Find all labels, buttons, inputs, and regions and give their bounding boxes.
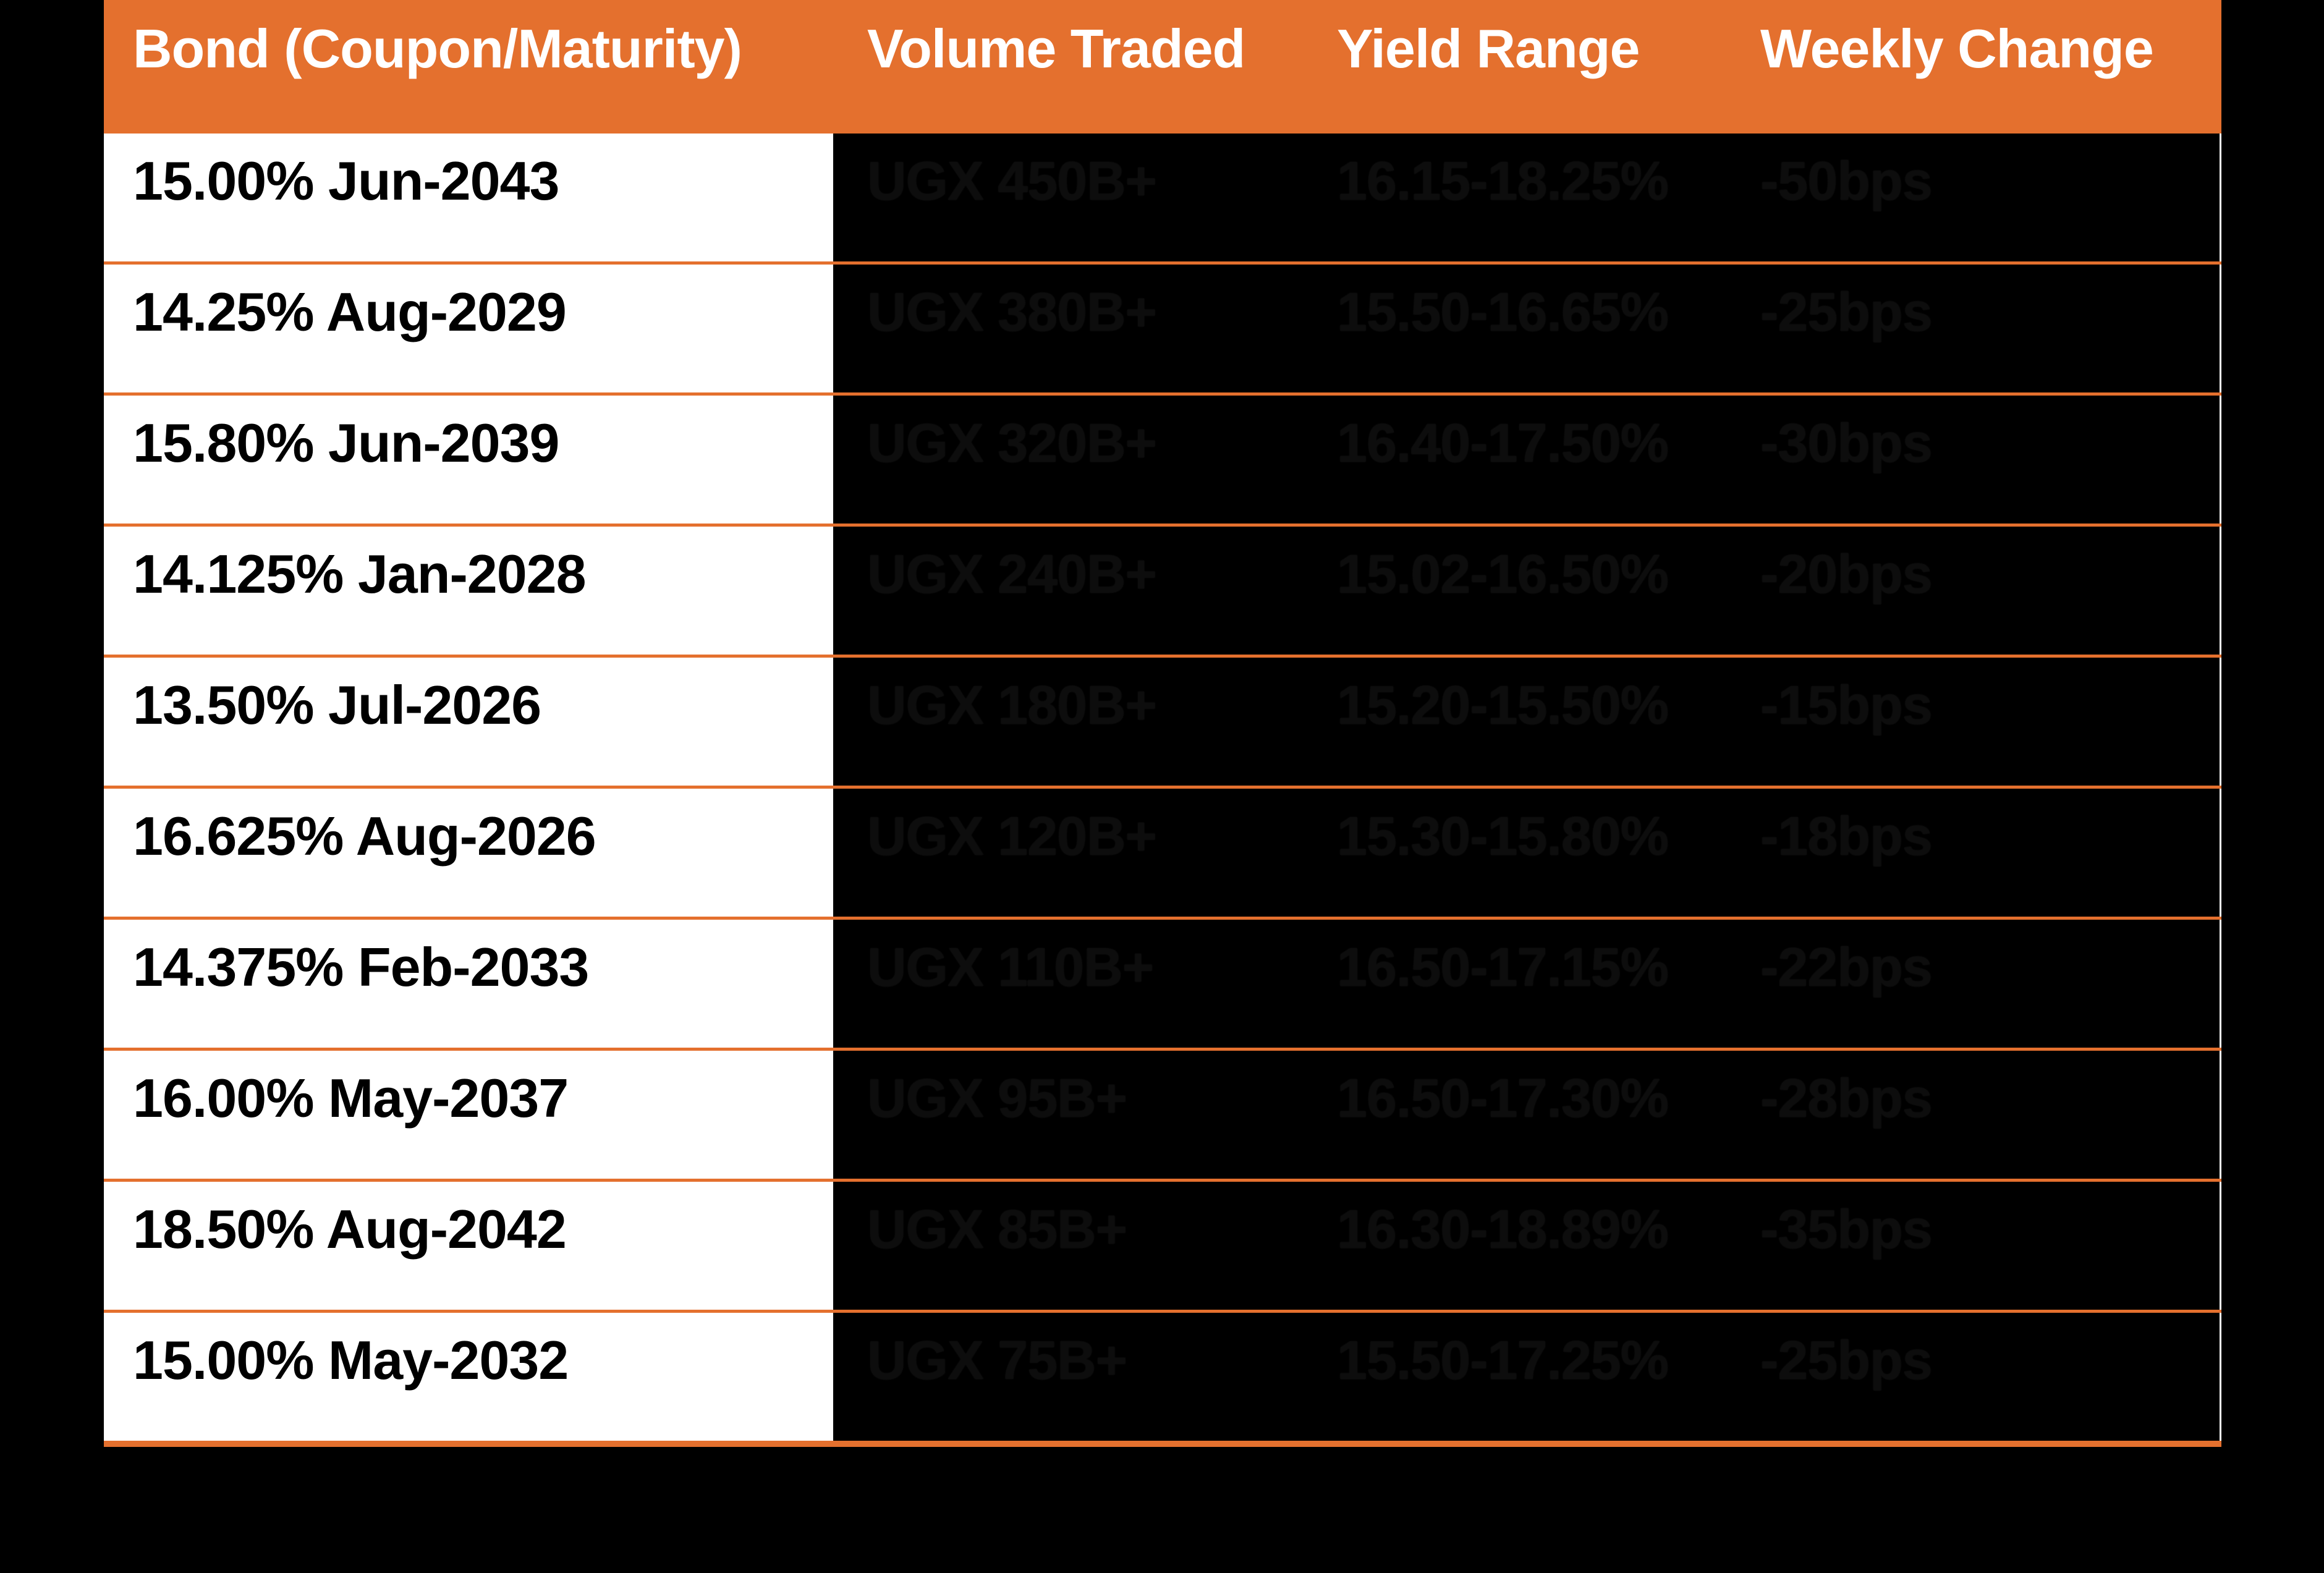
weekly-change-cell: -50bps <box>1726 134 2221 261</box>
volume-cell: UGX 120B+ <box>833 789 1306 917</box>
volume-cell: UGX 450B+ <box>833 134 1306 261</box>
volume-cell: UGX 95B+ <box>833 1051 1306 1179</box>
yield-range-cell: 16.15-18.25% <box>1306 134 1726 261</box>
bond-cell: 15.00% Jun-2043 <box>104 134 833 261</box>
volume-cell: UGX 320B+ <box>833 396 1306 524</box>
table-row: 15.00% Jun-2043 UGX 450B+ 16.15-18.25% -… <box>104 134 2221 265</box>
bond-cell: 14.125% Jan-2028 <box>104 527 833 655</box>
weekly-change-cell: -22bps <box>1726 920 2221 1048</box>
yield-range-cell: 15.20-15.50% <box>1306 658 1726 786</box>
weekly-change-cell: -35bps <box>1726 1182 2221 1310</box>
bond-cell: 16.00% May-2037 <box>104 1051 833 1179</box>
bond-yield-table: Bond (Coupon/Maturity) Volume Traded Yie… <box>104 0 2221 1447</box>
weekly-change-cell: -28bps <box>1726 1051 2221 1179</box>
table-row: 18.50% Aug-2042 UGX 85B+ 16.30-18.89% -3… <box>104 1182 2221 1313</box>
bond-cell: 15.80% Jun-2039 <box>104 396 833 524</box>
col-header-bond: Bond (Coupon/Maturity) <box>133 18 742 79</box>
table-row: 15.00% May-2032 UGX 75B+ 15.50-17.25% -2… <box>104 1313 2221 1447</box>
yield-range-cell: 15.02-16.50% <box>1306 527 1726 655</box>
col-header-volume: Volume Traded <box>867 18 1245 79</box>
bond-cell: 15.00% May-2032 <box>104 1313 833 1441</box>
col-header-yield-range: Yield Range <box>1337 18 1640 79</box>
yield-range-cell: 16.50-17.30% <box>1306 1051 1726 1179</box>
col-header-weekly-change: Weekly Change <box>1760 18 2154 79</box>
table-row: 14.375% Feb-2033 UGX 110B+ 16.50-17.15% … <box>104 920 2221 1051</box>
weekly-change-cell: -20bps <box>1726 527 2221 655</box>
volume-cell: UGX 85B+ <box>833 1182 1306 1310</box>
volume-cell: UGX 240B+ <box>833 527 1306 655</box>
weekly-change-cell: -15bps <box>1726 658 2221 786</box>
volume-cell: UGX 380B+ <box>833 265 1306 392</box>
weekly-change-cell: -30bps <box>1726 396 2221 524</box>
volume-cell: UGX 110B+ <box>833 920 1306 1048</box>
weekly-change-cell: -25bps <box>1726 265 2221 392</box>
table-row: 14.125% Jan-2028 UGX 240B+ 15.02-16.50% … <box>104 527 2221 658</box>
table-row: 16.625% Aug-2026 UGX 120B+ 15.30-15.80% … <box>104 789 2221 920</box>
table-header-row: Bond (Coupon/Maturity) Volume Traded Yie… <box>104 0 2221 134</box>
yield-range-cell: 16.40-17.50% <box>1306 396 1726 524</box>
yield-range-cell: 15.50-17.25% <box>1306 1313 1726 1441</box>
yield-range-cell: 16.50-17.15% <box>1306 920 1726 1048</box>
table-row: 15.80% Jun-2039 UGX 320B+ 16.40-17.50% -… <box>104 396 2221 527</box>
bond-cell: 14.25% Aug-2029 <box>104 265 833 392</box>
table-row: 16.00% May-2037 UGX 95B+ 16.50-17.30% -2… <box>104 1051 2221 1182</box>
volume-cell: UGX 75B+ <box>833 1313 1306 1441</box>
bond-cell: 13.50% Jul-2026 <box>104 658 833 786</box>
yield-range-cell: 16.30-18.89% <box>1306 1182 1726 1310</box>
bond-cell: 18.50% Aug-2042 <box>104 1182 833 1310</box>
yield-range-cell: 15.50-16.65% <box>1306 265 1726 392</box>
table-row: 14.25% Aug-2029 UGX 380B+ 15.50-16.65% -… <box>104 265 2221 396</box>
table-row: 13.50% Jul-2026 UGX 180B+ 15.20-15.50% -… <box>104 658 2221 789</box>
weekly-change-cell: -18bps <box>1726 789 2221 917</box>
yield-range-cell: 15.30-15.80% <box>1306 789 1726 917</box>
bond-cell: 16.625% Aug-2026 <box>104 789 833 917</box>
volume-cell: UGX 180B+ <box>833 658 1306 786</box>
bond-cell: 14.375% Feb-2033 <box>104 920 833 1048</box>
table-body: 15.00% Jun-2043 UGX 450B+ 16.15-18.25% -… <box>104 134 2221 1447</box>
weekly-change-cell: -25bps <box>1726 1313 2221 1441</box>
